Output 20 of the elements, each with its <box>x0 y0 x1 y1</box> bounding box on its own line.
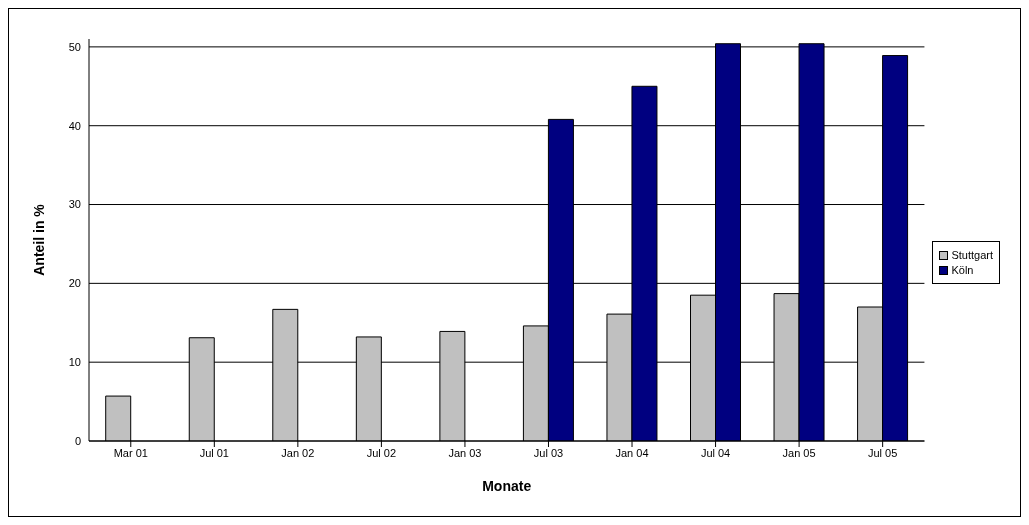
y-tick-label: 20 <box>68 277 81 290</box>
x-tick-label: Jul 02 <box>366 446 397 459</box>
x-tick-label: Mar 01 <box>113 446 148 459</box>
x-tick-label: Jan 05 <box>782 446 816 459</box>
legend-label: Stuttgart <box>951 249 993 261</box>
y-tick-label: 50 <box>68 40 81 53</box>
y-tick-label: 30 <box>68 198 81 211</box>
x-tick-label: Jul 05 <box>867 446 898 459</box>
y-tick-label: 40 <box>68 119 81 132</box>
x-axis-title: Monate <box>482 477 532 494</box>
x-tick-label: Jan 04 <box>615 446 649 459</box>
y-tick-label: 0 <box>74 434 81 447</box>
x-tick-label: Jul 04 <box>700 446 731 459</box>
x-tick-label: Jul 01 <box>199 446 229 459</box>
x-tick-label: Jan 03 <box>448 446 482 459</box>
legend-label: Köln <box>951 264 974 276</box>
x-tick-label: Jan 02 <box>281 446 315 459</box>
x-tick-label: Jul 03 <box>533 446 564 459</box>
y-axis-title: Anteil in % <box>30 203 47 276</box>
y-tick-label: 10 <box>68 356 81 369</box>
